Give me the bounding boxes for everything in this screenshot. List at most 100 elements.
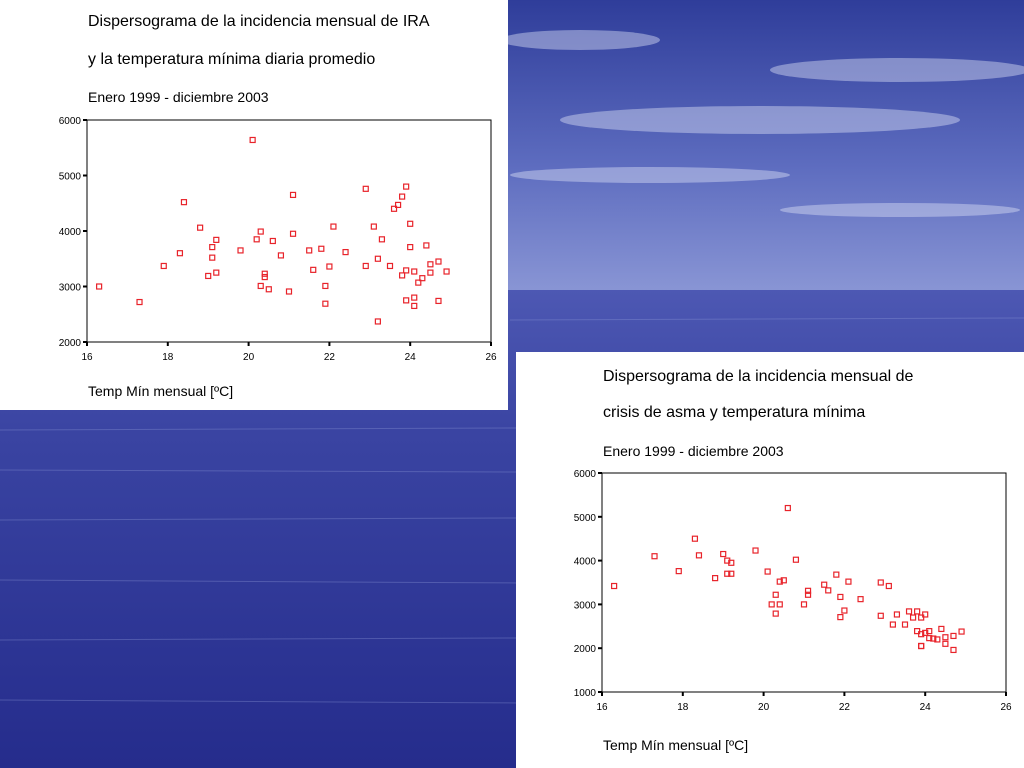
data-point [804, 587, 812, 594]
data-point [322, 282, 329, 290]
data-point [342, 248, 349, 256]
scatter-plot-asma: 16 18 20 22 24 26 1000 2000 3000 4000 5000 6000 [574, 469, 1012, 713]
data-point [289, 230, 297, 237]
data-point [370, 223, 377, 230]
data-point [893, 611, 901, 618]
data-point [374, 255, 381, 262]
data-point [269, 237, 276, 245]
data-point [909, 614, 917, 621]
data-point [764, 568, 771, 575]
data-point [837, 593, 844, 601]
y-tick-label: 2000 [574, 644, 597, 655]
chart-title-line2: crisis de asma y temperatura mínima [603, 404, 866, 421]
data-point [176, 250, 184, 257]
data-point [306, 247, 313, 254]
data-point [257, 228, 264, 235]
data-point [901, 621, 909, 628]
chart-subtitle: Enero 1999 - diciembre 2003 [603, 443, 784, 459]
data-point [399, 272, 406, 279]
data-point [427, 261, 434, 268]
data-point [261, 273, 268, 281]
data-point [209, 254, 216, 261]
data-point [695, 552, 703, 559]
data-point [407, 220, 414, 227]
data-point [322, 300, 329, 307]
data-point [934, 636, 941, 643]
plot-frame [86, 119, 492, 343]
data-point [837, 614, 844, 621]
data-point [611, 582, 618, 590]
data-point [160, 262, 167, 270]
data-point [800, 601, 808, 608]
data-point [330, 223, 337, 230]
data-point [918, 642, 925, 650]
data-point [411, 294, 418, 301]
data-point [423, 242, 430, 249]
x-tick-label: 24 [405, 352, 417, 363]
data-point [257, 282, 264, 290]
y-tick-label: 1000 [574, 688, 597, 699]
y-tick-label: 5000 [574, 513, 597, 524]
data-point [691, 535, 699, 542]
data-point [720, 550, 727, 558]
y-tick-label: 4000 [574, 557, 597, 568]
data-point [752, 547, 759, 554]
data-point [415, 279, 422, 286]
data-point [776, 601, 783, 608]
data-point [780, 577, 787, 584]
data-point [289, 191, 297, 199]
x-tick-label: 18 [677, 702, 689, 713]
data-point [197, 224, 204, 231]
data-point [249, 136, 256, 144]
data-point [96, 283, 103, 290]
data-point [675, 568, 682, 575]
data-point [926, 628, 933, 635]
data-point [237, 247, 244, 254]
data-point [318, 245, 325, 252]
y-tick-label: 6000 [574, 469, 597, 480]
y-tick-label: 3000 [574, 600, 597, 611]
data-point [362, 262, 369, 270]
data-point [399, 193, 406, 200]
chart-panel-asma: Dispersograma de la incidencia mensual d… [516, 352, 1024, 768]
data-point [728, 570, 735, 577]
data-point [804, 591, 812, 598]
data-point [374, 318, 381, 325]
data-point [776, 578, 783, 585]
data-point [768, 601, 775, 608]
data-point [724, 570, 731, 577]
x-tick-label: 18 [162, 352, 174, 363]
y-tick-label: 5000 [59, 172, 82, 183]
data-point [905, 608, 913, 615]
x-tick-label: 22 [324, 352, 336, 363]
data-point [922, 629, 929, 636]
data-point [326, 263, 333, 270]
x-tick-label: 16 [81, 352, 93, 363]
y-tick-label: 6000 [59, 116, 82, 127]
x-tick-label: 16 [596, 702, 608, 713]
data-point [914, 608, 921, 615]
sea-ripples [0, 317, 1024, 704]
data-point [265, 286, 272, 293]
data-point [427, 269, 434, 276]
data-point [950, 632, 957, 640]
data-point [205, 272, 212, 280]
chart-title-line2: y la temperatura mínima diaria promedio [88, 51, 376, 68]
data-point [792, 556, 800, 563]
data-point [712, 575, 719, 582]
plot-frame [601, 472, 1007, 693]
chart-title-line1: Dispersograma de la incidencia mensual d… [88, 13, 430, 30]
data-point [889, 621, 896, 628]
data-point [209, 243, 216, 251]
data-point [930, 635, 937, 642]
data-point [213, 236, 220, 243]
chart-subtitle: Enero 1999 - diciembre 2003 [88, 89, 269, 105]
data-point [885, 582, 892, 590]
data-point [136, 298, 143, 306]
y-tick-label: 4000 [59, 227, 82, 238]
data-point [411, 302, 418, 310]
data-point [926, 635, 933, 642]
data-point [261, 270, 268, 277]
data-point [841, 607, 848, 614]
x-tick-label: 26 [485, 352, 497, 363]
